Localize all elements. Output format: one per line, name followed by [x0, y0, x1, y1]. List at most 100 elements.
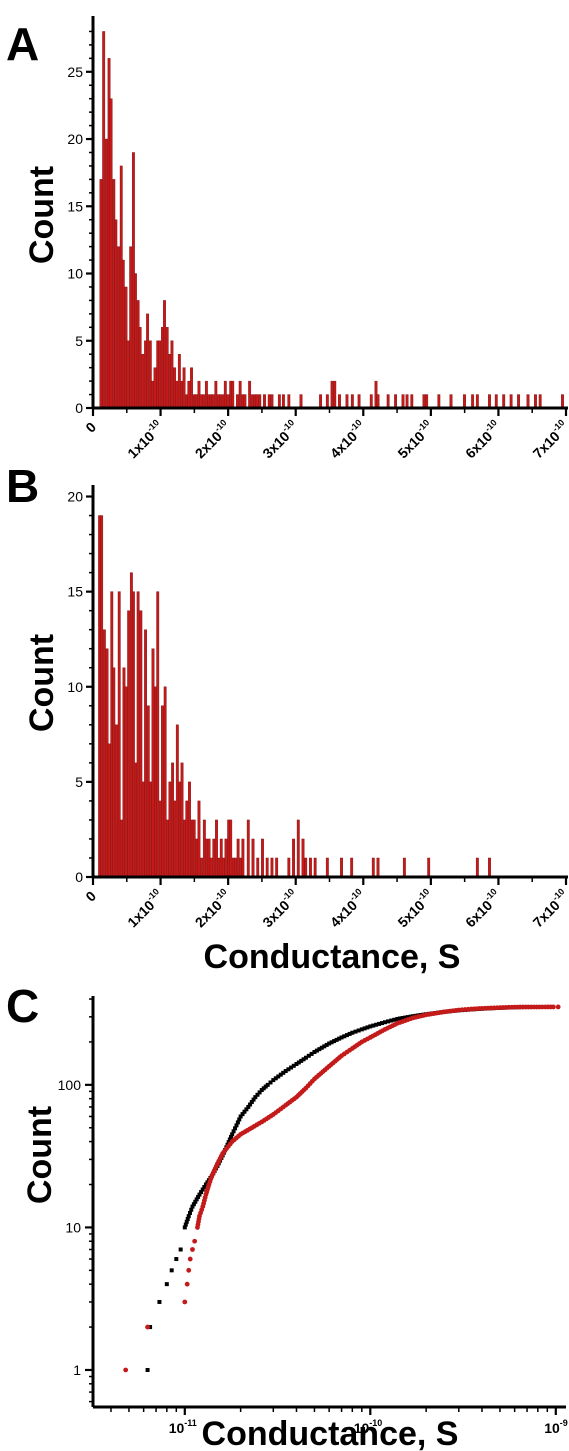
- data-point-black: [183, 1222, 188, 1227]
- histogram-bar: [119, 819, 123, 878]
- data-point-black: [291, 1063, 296, 1068]
- histogram-bar: [345, 394, 349, 409]
- histogram-bar: [177, 354, 181, 409]
- histogram-bar: [185, 800, 189, 878]
- histogram-bar: [236, 838, 240, 878]
- histogram-bar: [250, 394, 254, 409]
- y-tick-label: 5: [75, 774, 83, 790]
- data-point-red: [187, 1256, 193, 1262]
- histogram-bar: [488, 857, 491, 878]
- panel-c: C Count 1 10 100 10-11 10-10 10-9 Conductance…: [6, 980, 568, 1451]
- histogram-bar: [153, 367, 157, 409]
- data-point-black: [205, 1180, 210, 1185]
- histogram-bar: [109, 98, 113, 409]
- histogram-bar: [287, 394, 291, 409]
- data-point-black: [283, 1069, 288, 1074]
- data-point-black: [231, 1129, 236, 1134]
- x-tick-label: 4x10-10: [325, 417, 369, 461]
- data-point-black: [255, 1092, 260, 1097]
- data-point-red: [192, 1238, 198, 1244]
- histogram-bar: [180, 762, 184, 878]
- data-point-black: [271, 1078, 276, 1083]
- data-point-black: [185, 1216, 190, 1221]
- data-point-black: [365, 1025, 370, 1030]
- x-tick-label: 10-10: [354, 1418, 383, 1436]
- histogram-bar: [129, 246, 133, 409]
- x-tick-label: 7x10-10: [528, 886, 569, 930]
- histogram-bar: [394, 394, 398, 409]
- cumulative-plot-c: 1 10 100 10-11 10-10 10-9: [58, 996, 568, 1436]
- histogram-bar: [350, 857, 354, 878]
- histogram-bar: [139, 610, 143, 878]
- data-point-black: [296, 1060, 301, 1065]
- histogram-bar: [301, 838, 305, 878]
- histogram-bar: [422, 394, 426, 409]
- data-point-black: [299, 1058, 304, 1063]
- histogram-bar: [102, 629, 106, 878]
- data-point-black: [405, 1015, 410, 1020]
- y-axis-label-a: Count: [23, 166, 61, 264]
- histogram-bar: [175, 724, 179, 878]
- histogram-bar: [214, 380, 218, 409]
- histogram-bar: [194, 394, 198, 409]
- histogram-bar: [163, 686, 167, 878]
- data-point-red: [145, 1324, 150, 1330]
- x-tick-label: 5x10-10: [393, 886, 437, 930]
- histogram-bar: [437, 394, 441, 409]
- data-point-black: [309, 1051, 314, 1056]
- histogram-bar: [475, 394, 479, 409]
- data-point-black: [200, 1187, 205, 1192]
- histogram-bar: [243, 394, 247, 409]
- histogram-bar: [212, 838, 216, 878]
- histogram-bar: [104, 138, 108, 409]
- histogram-bar: [330, 380, 334, 409]
- data-point-black: [377, 1021, 382, 1026]
- histogram-bar: [287, 857, 291, 878]
- histogram-bar: [197, 800, 201, 878]
- data-point-black: [227, 1137, 232, 1142]
- data-point-red: [190, 1247, 195, 1252]
- data-point-black: [322, 1044, 327, 1049]
- data-point-black: [157, 1299, 162, 1304]
- data-point-black: [238, 1114, 243, 1119]
- histogram-bar: [144, 629, 147, 878]
- x-axis-label-c: Conductance, S: [202, 1415, 459, 1451]
- data-point-black: [230, 1132, 235, 1137]
- histogram-bar: [192, 819, 196, 878]
- y-tick-label: 0: [75, 869, 83, 885]
- x-tick-label: 6x10-10: [461, 417, 505, 461]
- histogram-bar: [471, 394, 475, 409]
- histogram-bar: [151, 648, 155, 878]
- histogram-bar: [206, 394, 210, 409]
- histogram-bar: [158, 340, 162, 409]
- data-point-black: [332, 1039, 337, 1044]
- histogram-bar: [238, 380, 242, 409]
- histogram-bar: [102, 31, 106, 409]
- data-point-black: [294, 1062, 299, 1067]
- y-tick-label: 20: [67, 489, 83, 505]
- data-point-black: [368, 1024, 373, 1029]
- histogram-bar: [248, 380, 252, 409]
- histogram-bar: [234, 857, 237, 878]
- histogram-bar: [463, 394, 466, 409]
- y-tick-label: 10: [67, 266, 83, 282]
- y-tick-label: 0: [75, 400, 83, 416]
- histogram-bar: [100, 515, 104, 878]
- data-point-black: [148, 1325, 153, 1330]
- histogram-bar: [236, 394, 239, 409]
- data-point-black: [203, 1182, 208, 1187]
- histogram-bar: [494, 394, 498, 409]
- data-point-black: [353, 1029, 358, 1034]
- histogram-bar: [224, 838, 228, 878]
- data-point-black: [244, 1107, 249, 1112]
- histogram-bar: [427, 857, 431, 878]
- data-point-black: [400, 1016, 405, 1021]
- data-point-black: [190, 1204, 195, 1209]
- data-point-black: [145, 1367, 150, 1372]
- histogram-bar: [270, 394, 274, 409]
- histogram-bar: [304, 857, 308, 878]
- histogram-bar: [187, 380, 191, 409]
- histogram-bar: [246, 819, 250, 878]
- x-tick-label: 0: [82, 888, 99, 905]
- data-point-black: [233, 1126, 238, 1131]
